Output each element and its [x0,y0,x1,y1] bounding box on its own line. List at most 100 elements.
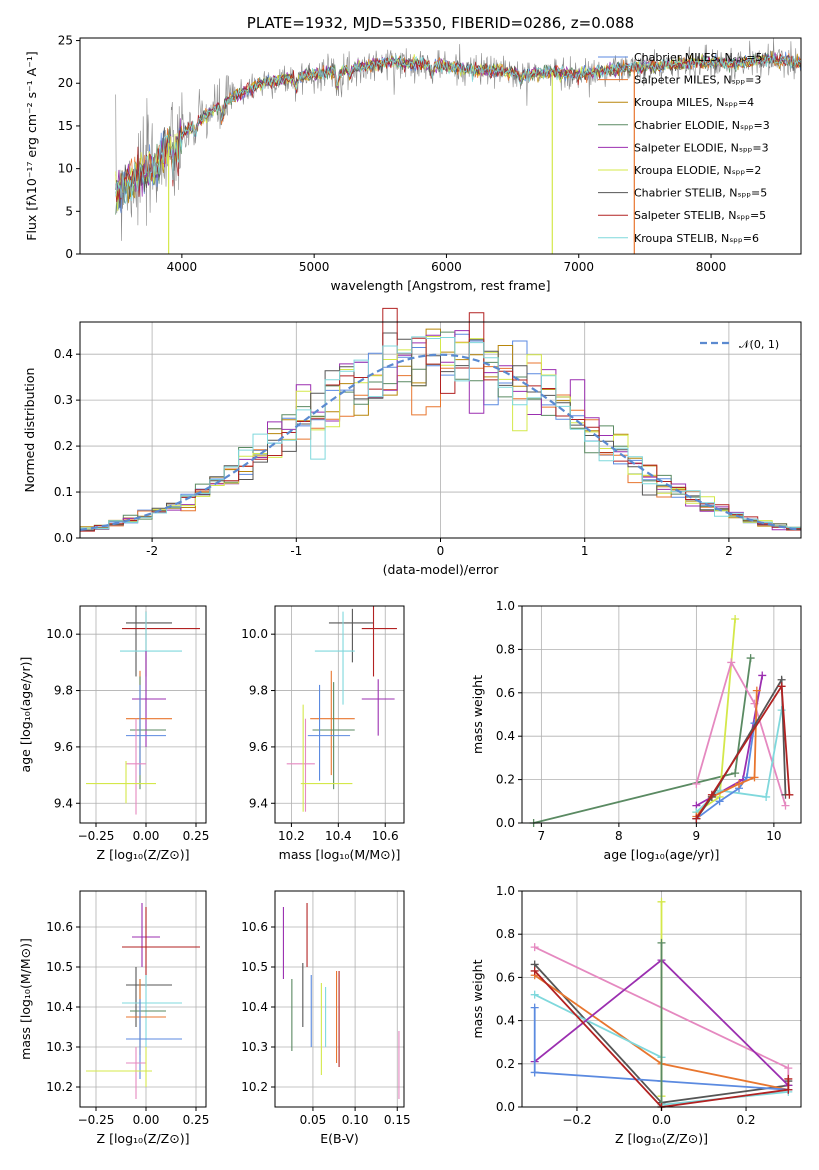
legend-entry: Salpeter STELIB, Nₛₚₚ=5 [634,209,766,222]
x-tick-label: -2 [146,544,158,558]
x-tick-label: 0.0 [652,1113,671,1127]
y-tick-label: 15 [58,119,73,133]
chart-weight_vs_age: 7 8 9 10 0.0 0.2 0.4 0.6 0.8 1.0 age [log₁₀(age/yr… [470,599,802,862]
y-tick-label: 10 [58,162,73,176]
series-marker [784,1085,793,1094]
y-tick-label: 9.8 [54,684,73,698]
y-tick-label: 0.1 [54,485,73,499]
legend-entry: Chabrier STELIB, Nₛₚₚ=5 [634,187,767,200]
series-marker [530,1003,539,1012]
x-tick-label: −0.25 [78,829,115,843]
series-marker [530,1068,539,1077]
series-marker [731,615,740,624]
x-tick-label: 0.25 [183,829,210,843]
y-tick-label: 20 [58,76,73,90]
y-tick-label: 10.6 [46,920,73,934]
x-tick-label: 0.00 [133,829,160,843]
spectrum-data-line [115,38,801,241]
series-line [534,970,790,1108]
chart-title: PLATE=1932, MJD=53350, FIBERID=0286, z=0… [247,14,634,32]
x-tick-label: 7000 [563,260,594,274]
legend-entry: 𝒩(0, 1) [739,338,779,351]
x-axis-label: mass [log₁₀(M/M⊙)] [279,847,401,862]
x-tick-label: 7 [538,829,546,843]
y-tick-label: 9.6 [54,740,73,754]
y-tick-label: 9.4 [249,796,268,810]
x-tick-label: -1 [290,544,302,558]
series-marker [727,658,736,667]
series-marker [777,706,786,715]
y-tick-label: 10.0 [46,627,73,641]
x-axis-label: age [log₁₀(age/yr)] [604,847,720,862]
x-tick-label: 0.25 [183,1113,210,1127]
histogram-series [80,307,801,532]
x-tick-label: 10.4 [325,829,352,843]
y-tick-label: 0.0 [496,816,515,830]
y-axis-label: age [log₁₀(age/yr)] [18,657,33,773]
x-tick-label: 0.05 [300,1113,327,1127]
y-axis-label: mass weight [470,959,485,1038]
chart-weight_vs_Z: −0.2 0.0 0.2 0.0 0.2 0.4 0.6 0.8 1.0 Z [log₁₀(Z/Z… [470,884,802,1146]
spectrum-model-line [115,54,801,204]
series-line [695,683,791,820]
series-marker [777,682,786,691]
axes-frame [521,605,802,824]
y-tick-label: 0.4 [496,729,515,743]
y-axis-label: mass [log₁₀(M/M⊙)] [18,938,33,1060]
series-marker [657,897,666,906]
x-tick-label: 10 [766,829,781,843]
chart-residuals: -2 -1 0 1 2 0.0 0.1 0.2 0.3 0.4 (data-model)/error… [22,307,802,577]
x-axis-label: E(B-V) [320,1131,359,1146]
legend-entry: Salpeter ELODIE, Nₛₚₚ=3 [634,141,769,154]
series-marker [750,773,759,782]
x-axis-label: wavelength [Angstrom, rest frame] [330,278,550,293]
x-tick-label: 8 [615,829,623,843]
axes-frame [274,605,405,824]
x-tick-label: 0.15 [384,1113,411,1127]
y-tick-label: 25 [58,34,73,48]
y-tick-label: 10.4 [46,1000,73,1014]
x-axis-label: Z [log₁₀(Z/Z⊙)] [97,847,190,862]
y-tick-label: 0.2 [496,773,515,787]
y-tick-label: 10.2 [241,1080,268,1094]
y-tick-label: 0.6 [496,686,515,700]
chart-spectrum: PLATE=1932, MJD=53350, FIBERID=0286, z=0… [24,14,802,293]
series-marker [530,966,539,975]
series-marker [752,686,761,695]
x-tick-label: 0 [437,544,445,558]
x-axis-label: Z [log₁₀(Z/Z⊙)] [615,1131,708,1146]
y-tick-label: 10.6 [241,920,268,934]
y-tick-label: 10.5 [46,960,73,974]
series-marker [530,943,539,952]
x-tick-label: 0.10 [342,1113,369,1127]
y-tick-label: 0.8 [496,642,515,656]
y-tick-label: 0.0 [496,1100,515,1114]
series-marker [731,769,740,778]
y-tick-label: 0 [65,247,73,261]
y-tick-label: 10.3 [241,1040,268,1054]
y-axis-label: mass weight [470,675,485,754]
series-marker [692,779,701,788]
chart-mass_vs_ebv: 0.05 0.10 0.15 10.2 10.3 10.4 10.5 10.6 E(B-V) [241,890,411,1146]
x-tick-label: 10.2 [278,829,305,843]
x-tick-label: 0.2 [736,1113,755,1127]
y-tick-label: 0.2 [496,1057,515,1071]
chart-age_vs_mass: 10.2 10.4 10.6 9.4 9.6 9.8 10.0 mass [log₁₀(M/M… [241,605,405,862]
series-marker [715,797,724,806]
axes-frame [79,37,802,255]
histogram-series [80,336,801,530]
x-axis-label: Z [log₁₀(Z/Z⊙)] [97,1131,190,1146]
x-tick-label: 2 [725,544,733,558]
x-tick-label: 9 [693,829,701,843]
normal-curve [79,353,802,531]
x-tick-label: 6000 [431,260,462,274]
legend-entry: Kroupa STELIB, Nₛₚₚ=6 [634,232,759,245]
legend-entry: Kroupa ELODIE, Nₛₚₚ=2 [634,164,761,177]
x-tick-label: 1 [581,544,589,558]
series-marker [758,671,767,680]
y-tick-label: 0.8 [496,927,515,941]
x-tick-label: 0.00 [133,1113,160,1127]
y-tick-label: 5 [65,204,73,218]
axes-frame [274,890,405,1108]
x-tick-label: −0.25 [78,1113,115,1127]
